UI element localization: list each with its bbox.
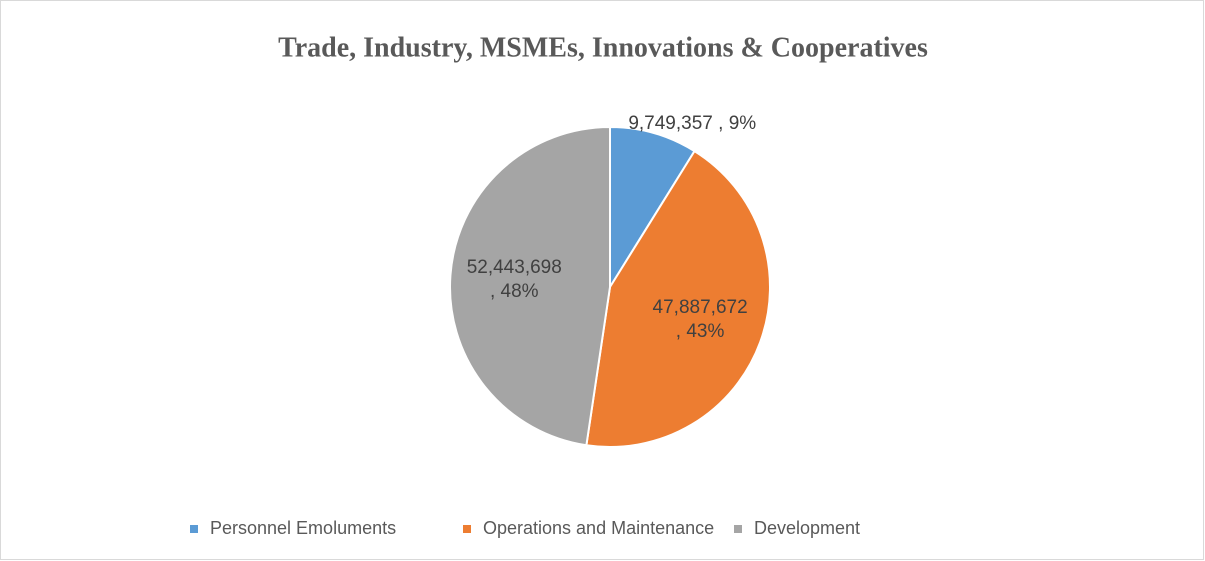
data-label: 52,443,698 [467,257,562,278]
data-label: , 43% [676,321,725,342]
legend-swatch [734,525,742,533]
pie-slice [449,125,611,447]
pie-slice [585,149,771,448]
pie-slice [609,125,696,291]
data-label: 9,749,357 , 9% [628,113,756,134]
legend-label: Operations and Maintenance [483,518,714,538]
legend-swatch [463,525,471,533]
legend-swatch [190,525,198,533]
data-label: 47,887,672 [653,297,748,318]
legend-label: Development [754,518,860,538]
data-label: , 48% [490,281,539,302]
legend-label: Personnel Emoluments [210,518,396,538]
chart-title: Trade, Industry, MSMEs, Innovations & Co… [278,32,928,63]
